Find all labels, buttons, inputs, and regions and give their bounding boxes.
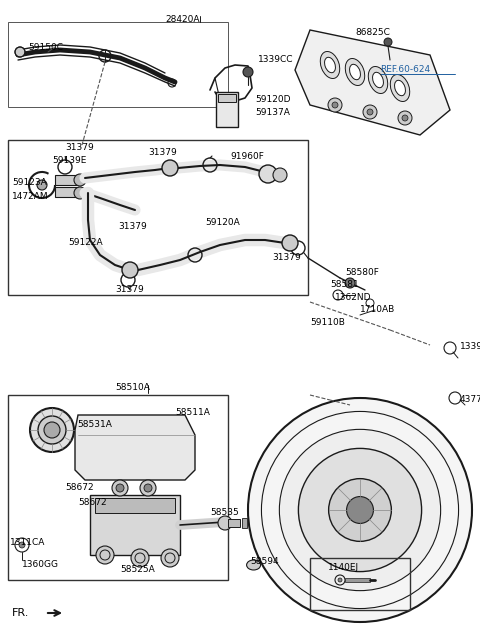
Ellipse shape: [395, 80, 406, 96]
Circle shape: [112, 480, 128, 496]
Text: 58581: 58581: [330, 280, 359, 289]
Circle shape: [259, 165, 277, 183]
Text: 59122A: 59122A: [68, 238, 103, 247]
Text: REF.60-624: REF.60-624: [380, 65, 430, 74]
Text: 1339CC: 1339CC: [258, 55, 293, 64]
Circle shape: [19, 542, 25, 548]
Circle shape: [279, 429, 441, 591]
Ellipse shape: [349, 64, 360, 80]
Circle shape: [273, 168, 287, 182]
Circle shape: [367, 109, 373, 115]
Text: 58594: 58594: [250, 557, 278, 566]
Polygon shape: [75, 415, 195, 480]
Text: 59120A: 59120A: [205, 218, 240, 227]
Circle shape: [332, 102, 338, 108]
Text: 58511A: 58511A: [175, 408, 210, 417]
Ellipse shape: [345, 58, 365, 86]
Circle shape: [74, 174, 86, 186]
Text: 1362ND: 1362ND: [335, 293, 372, 302]
Circle shape: [218, 516, 232, 530]
Circle shape: [161, 549, 179, 567]
Ellipse shape: [324, 58, 336, 73]
Circle shape: [37, 180, 47, 190]
Circle shape: [398, 111, 412, 125]
Text: 31379: 31379: [118, 222, 147, 231]
Text: 58672: 58672: [65, 483, 94, 492]
Ellipse shape: [390, 74, 410, 102]
Text: 28420A: 28420A: [165, 15, 200, 24]
Bar: [90, 495, 180, 555]
Text: 58580F: 58580F: [345, 268, 379, 277]
Text: 59150C: 59150C: [28, 43, 63, 52]
Circle shape: [131, 549, 149, 567]
Circle shape: [15, 47, 25, 57]
Bar: [310, 558, 410, 610]
Circle shape: [243, 67, 253, 77]
Bar: [8, 395, 228, 580]
Text: 31379: 31379: [148, 148, 177, 157]
Text: 59120D: 59120D: [255, 95, 290, 104]
Circle shape: [384, 38, 392, 46]
Text: 43779A: 43779A: [460, 395, 480, 404]
Circle shape: [144, 484, 152, 492]
Text: 31379: 31379: [65, 143, 94, 152]
Bar: [8, 140, 308, 295]
Text: 1360GG: 1360GG: [22, 560, 59, 569]
Text: 58510A: 58510A: [115, 383, 150, 392]
Circle shape: [299, 449, 421, 572]
Text: 58531A: 58531A: [77, 420, 112, 429]
Circle shape: [345, 278, 355, 288]
Bar: [8, 22, 228, 107]
Text: FR.: FR.: [12, 608, 29, 618]
Bar: [55, 175, 80, 185]
Text: 59123A: 59123A: [12, 178, 47, 187]
Circle shape: [248, 398, 472, 622]
Text: 1140EJ: 1140EJ: [328, 563, 359, 572]
Text: 1311CA: 1311CA: [10, 538, 46, 547]
Circle shape: [96, 546, 114, 564]
Text: 1710AB: 1710AB: [360, 305, 395, 314]
Circle shape: [329, 479, 391, 541]
Circle shape: [162, 160, 178, 176]
Circle shape: [347, 497, 373, 524]
Bar: [228, 519, 240, 527]
Bar: [55, 187, 80, 197]
Text: 58535: 58535: [210, 508, 239, 517]
Bar: [95, 498, 175, 513]
Bar: [218, 94, 236, 102]
Text: 59110B: 59110B: [310, 318, 345, 327]
Circle shape: [338, 578, 342, 582]
Text: 59137A: 59137A: [255, 108, 290, 117]
Circle shape: [38, 416, 66, 444]
Text: 58672: 58672: [78, 498, 107, 507]
Ellipse shape: [372, 72, 384, 88]
Circle shape: [402, 115, 408, 121]
Circle shape: [363, 105, 377, 119]
Circle shape: [122, 262, 138, 278]
Bar: [242, 518, 247, 528]
Polygon shape: [295, 30, 450, 135]
Ellipse shape: [320, 51, 340, 79]
Text: 91960F: 91960F: [230, 152, 264, 161]
Text: 31379: 31379: [115, 285, 144, 294]
Bar: [216, 92, 238, 127]
Text: 86825C: 86825C: [355, 28, 390, 37]
Text: 58525A: 58525A: [120, 565, 155, 574]
Circle shape: [140, 480, 156, 496]
Circle shape: [44, 422, 60, 438]
Text: 59139E: 59139E: [52, 156, 86, 165]
Circle shape: [74, 187, 86, 199]
Circle shape: [116, 484, 124, 492]
Ellipse shape: [247, 560, 261, 570]
Text: 1339GA: 1339GA: [460, 342, 480, 351]
Bar: [345, 578, 370, 582]
Circle shape: [328, 98, 342, 112]
Circle shape: [282, 235, 298, 251]
Text: 1472AM: 1472AM: [12, 192, 48, 201]
Text: 31379: 31379: [272, 253, 301, 262]
Circle shape: [30, 408, 74, 452]
Ellipse shape: [368, 67, 388, 93]
